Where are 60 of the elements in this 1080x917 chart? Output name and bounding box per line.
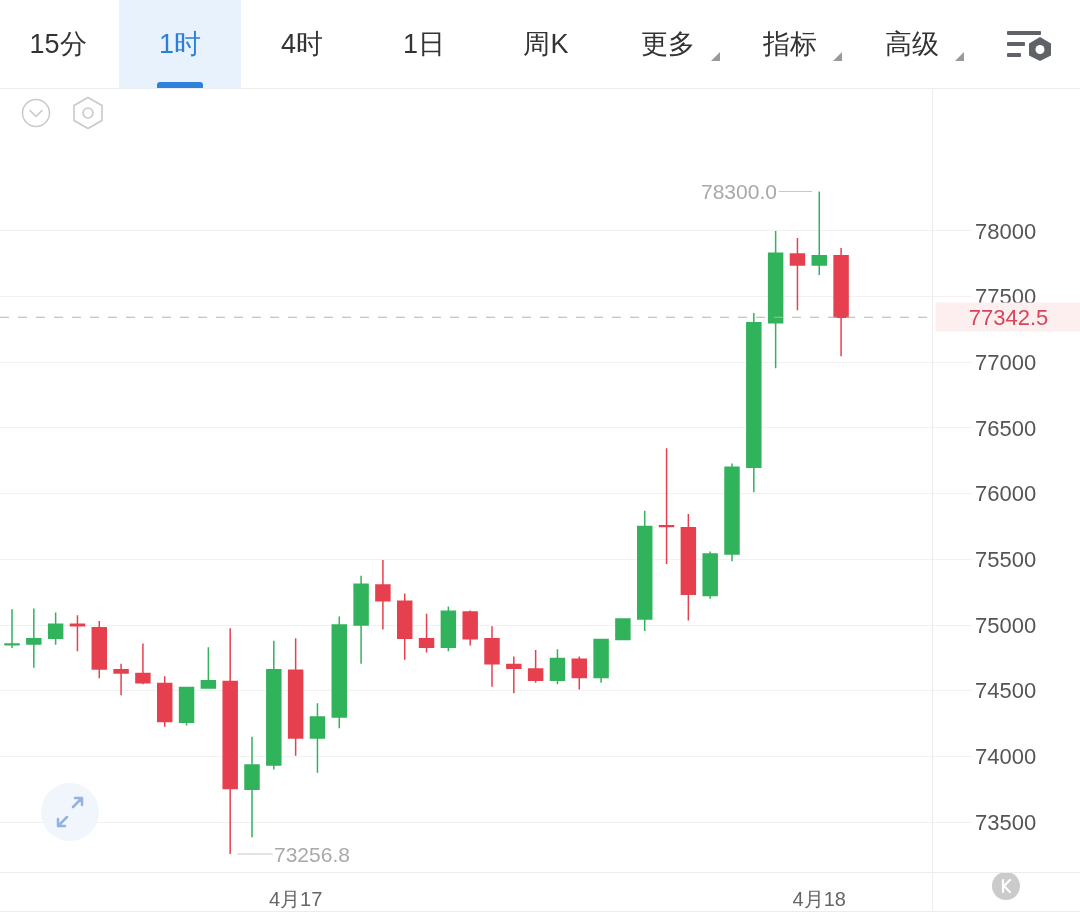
candlestick [462, 609, 478, 647]
y-tick-label: 78000 [975, 218, 1037, 244]
y-tick-label: 74000 [975, 744, 1037, 770]
y-tick-label: 75000 [975, 612, 1037, 638]
candlestick [527, 649, 544, 684]
candlestick [135, 642, 151, 685]
text: 15分 [29, 28, 87, 61]
candlestick [746, 312, 762, 494]
candlestick [47, 611, 64, 646]
candlestick [418, 613, 435, 654]
candlestick [157, 675, 173, 728]
candlestick [287, 637, 304, 757]
x-tick-label: 4月18 [792, 888, 846, 910]
y-tick-label: 76500 [975, 415, 1037, 441]
y-tick-label: 74500 [975, 678, 1037, 704]
text: 1日 [402, 28, 446, 61]
candlestick [440, 605, 457, 653]
candlestick [571, 655, 587, 691]
candlestick [375, 559, 391, 631]
candlestick [331, 615, 347, 729]
candlestick [702, 550, 718, 600]
candlestick [506, 655, 522, 695]
candlestick [266, 640, 282, 771]
y-tick-label: 77000 [975, 349, 1037, 375]
candlestick [4, 608, 20, 649]
candlestick [178, 686, 195, 727]
text: 高级 [885, 28, 939, 61]
x-tick-label: 4月17 [268, 888, 323, 910]
candlestick [680, 513, 697, 622]
ref-line-label: 77342.5 [968, 304, 1049, 330]
candlestick [833, 247, 849, 358]
candlestick [658, 447, 675, 565]
candlestick [200, 646, 217, 689]
candlestick [91, 620, 107, 679]
candlestick [767, 230, 784, 369]
candlestick [637, 509, 653, 632]
candlestick [789, 237, 806, 312]
annotation: 73256.8 [274, 843, 350, 866]
candlestick [244, 735, 260, 838]
candlestick [615, 617, 631, 641]
text: 周K [523, 28, 569, 61]
text: 1时 [158, 28, 202, 61]
candlestick [222, 627, 238, 855]
candlestick [397, 592, 413, 661]
text: 4时 [280, 28, 324, 61]
candlestick [593, 638, 609, 684]
candlestick [484, 625, 500, 688]
candlestick [26, 607, 42, 669]
text: 更多 [641, 28, 695, 61]
candlestick [113, 663, 129, 697]
y-tick-label: 75500 [975, 547, 1037, 573]
y-tick-label: 73500 [975, 809, 1037, 835]
annotation: 78300.0 [701, 180, 777, 203]
candlestick [549, 648, 566, 685]
candlestick [309, 702, 326, 774]
y-tick-label: 76000 [975, 481, 1037, 507]
text: 指标 [763, 28, 817, 61]
candlestick [724, 462, 740, 563]
candlestick [353, 575, 369, 665]
candlestick [811, 190, 827, 276]
